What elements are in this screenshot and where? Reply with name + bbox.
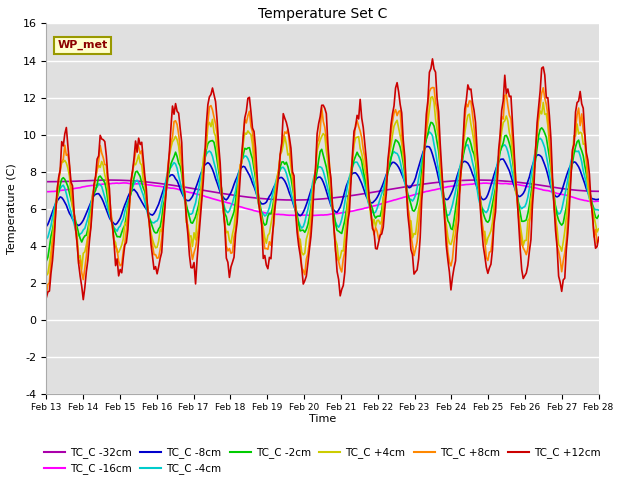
TC_C +4cm — [235, 181, 243, 187]
TC_C -2cm — [42, 258, 50, 264]
TC_C +12cm — [595, 234, 602, 240]
TC_C +4cm — [110, 237, 118, 243]
TC_C -32cm — [236, 193, 244, 199]
Line: TC_C -16cm: TC_C -16cm — [46, 183, 598, 216]
TC_C -2cm — [284, 164, 292, 169]
Line: TC_C -2cm: TC_C -2cm — [46, 122, 598, 261]
TC_C +4cm — [429, 94, 436, 100]
TC_C +8cm — [595, 237, 602, 243]
TC_C -4cm — [207, 150, 215, 156]
X-axis label: Time: Time — [309, 414, 336, 424]
TC_C -8cm — [595, 196, 602, 202]
Line: TC_C +12cm: TC_C +12cm — [46, 59, 598, 300]
TC_C +4cm — [207, 124, 215, 130]
TC_C -32cm — [106, 177, 113, 183]
Line: TC_C -32cm: TC_C -32cm — [46, 180, 598, 200]
TC_C -16cm — [285, 213, 293, 218]
TC_C +8cm — [110, 240, 118, 246]
TC_C +12cm — [567, 174, 575, 180]
Y-axis label: Temperature (C): Temperature (C) — [7, 163, 17, 254]
TC_C +8cm — [235, 181, 243, 187]
TC_C -4cm — [566, 168, 573, 173]
TC_C -2cm — [566, 178, 573, 184]
Legend: TC_C -32cm, TC_C -16cm, TC_C -8cm, TC_C -4cm, TC_C -2cm, TC_C +4cm, TC_C +8cm, T: TC_C -32cm, TC_C -16cm, TC_C -8cm, TC_C … — [40, 443, 605, 479]
TC_C +12cm — [429, 56, 436, 62]
Line: TC_C -8cm: TC_C -8cm — [46, 146, 598, 227]
TC_C -32cm — [290, 197, 298, 203]
TC_C +4cm — [284, 152, 292, 158]
TC_C +12cm — [42, 295, 50, 300]
TC_C -16cm — [120, 180, 127, 186]
TC_C -2cm — [235, 180, 243, 186]
TC_C -32cm — [567, 187, 575, 192]
TC_C -16cm — [305, 213, 313, 218]
TC_C -16cm — [236, 204, 244, 210]
TC_C -8cm — [235, 169, 243, 175]
TC_C -16cm — [209, 196, 216, 202]
TC_C -8cm — [110, 221, 118, 227]
TC_C -16cm — [567, 194, 575, 200]
TC_C -8cm — [225, 192, 233, 198]
TC_C +8cm — [284, 127, 292, 132]
TC_C +12cm — [79, 297, 87, 302]
TC_C -8cm — [566, 165, 573, 171]
TC_C +12cm — [209, 85, 216, 91]
TC_C -32cm — [209, 189, 216, 195]
TC_C +4cm — [566, 182, 573, 188]
Line: TC_C +8cm: TC_C +8cm — [46, 87, 598, 295]
TC_C -8cm — [207, 163, 215, 169]
TC_C -4cm — [595, 207, 602, 213]
TC_C +8cm — [566, 195, 573, 201]
TC_C +4cm — [42, 273, 50, 278]
TC_C +8cm — [225, 246, 233, 252]
TC_C -2cm — [207, 138, 215, 144]
TC_C +12cm — [227, 264, 235, 270]
TC_C -16cm — [595, 198, 602, 204]
TC_C -32cm — [227, 192, 235, 198]
Title: Temperature Set C: Temperature Set C — [258, 7, 387, 21]
TC_C -16cm — [227, 201, 235, 206]
TC_C +8cm — [429, 84, 436, 90]
TC_C -2cm — [595, 213, 602, 218]
TC_C -32cm — [595, 189, 602, 194]
TC_C -2cm — [427, 120, 435, 125]
TC_C -4cm — [235, 170, 243, 176]
TC_C -4cm — [110, 225, 118, 230]
TC_C -8cm — [284, 185, 292, 191]
TC_C -32cm — [112, 177, 120, 183]
TC_C -2cm — [225, 222, 233, 228]
TC_C -32cm — [42, 179, 50, 185]
Text: WP_met: WP_met — [58, 40, 108, 50]
TC_C -8cm — [42, 224, 50, 229]
TC_C +12cm — [236, 176, 244, 181]
TC_C +4cm — [595, 226, 602, 232]
TC_C +8cm — [207, 103, 215, 108]
TC_C -16cm — [42, 189, 50, 194]
TC_C +8cm — [42, 292, 50, 298]
TC_C -16cm — [110, 180, 118, 186]
Line: TC_C -4cm: TC_C -4cm — [46, 132, 598, 239]
TC_C -4cm — [225, 208, 233, 214]
TC_C +12cm — [112, 263, 120, 268]
Line: TC_C +4cm: TC_C +4cm — [46, 97, 598, 276]
TC_C +12cm — [285, 135, 293, 141]
TC_C -4cm — [42, 236, 50, 242]
TC_C +4cm — [225, 238, 233, 243]
TC_C -8cm — [422, 144, 430, 149]
TC_C -2cm — [110, 227, 118, 232]
TC_C -4cm — [284, 176, 292, 182]
TC_C -4cm — [426, 129, 433, 135]
TC_C -32cm — [285, 197, 293, 203]
